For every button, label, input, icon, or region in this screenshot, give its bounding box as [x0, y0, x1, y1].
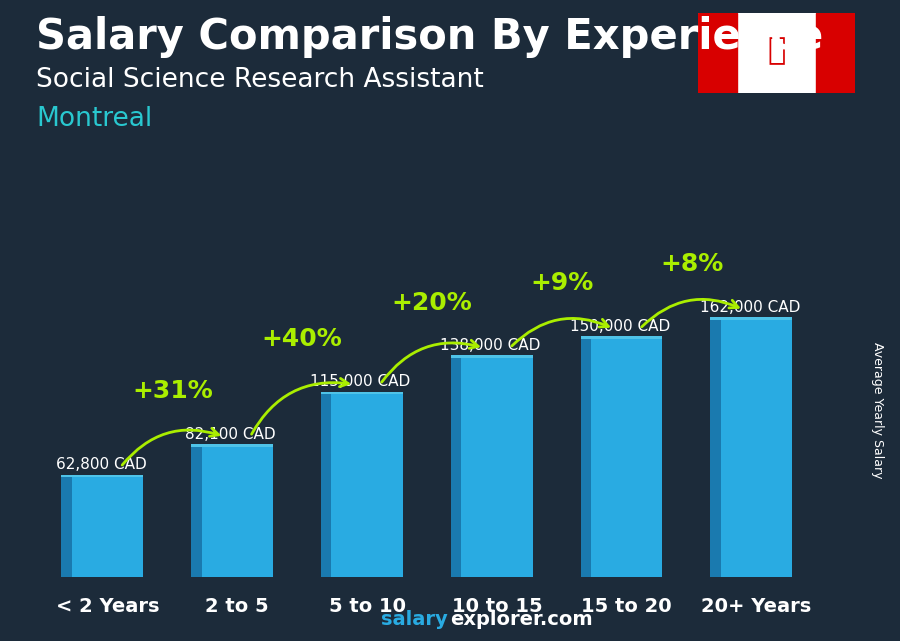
- Text: Montreal: Montreal: [36, 106, 152, 132]
- Text: 138,000 CAD: 138,000 CAD: [440, 338, 541, 353]
- Text: 115,000 CAD: 115,000 CAD: [310, 374, 410, 389]
- Text: +40%: +40%: [262, 327, 343, 351]
- Polygon shape: [451, 358, 461, 577]
- Text: +31%: +31%: [132, 379, 212, 403]
- Polygon shape: [191, 447, 202, 577]
- Bar: [580, 336, 662, 339]
- Bar: [202, 447, 273, 577]
- Text: 10 to 15: 10 to 15: [452, 597, 542, 616]
- Text: +9%: +9%: [530, 272, 593, 296]
- Text: 20+ Years: 20+ Years: [701, 597, 812, 616]
- Bar: [321, 392, 403, 394]
- Bar: [710, 317, 792, 320]
- Text: salary: salary: [381, 610, 447, 629]
- Bar: [72, 477, 143, 577]
- Text: 🍁: 🍁: [767, 37, 786, 65]
- Text: 150,000 CAD: 150,000 CAD: [570, 319, 670, 334]
- Text: < 2 Years: < 2 Years: [56, 597, 159, 616]
- Text: 82,100 CAD: 82,100 CAD: [185, 427, 276, 442]
- Polygon shape: [61, 477, 72, 577]
- Text: 5 to 10: 5 to 10: [328, 597, 406, 616]
- Text: Average Yearly Salary: Average Yearly Salary: [871, 342, 884, 478]
- Polygon shape: [710, 320, 721, 577]
- Bar: [331, 394, 403, 577]
- Text: explorer.com: explorer.com: [450, 610, 592, 629]
- Text: 62,800 CAD: 62,800 CAD: [56, 457, 147, 472]
- Text: Salary Comparison By Experience: Salary Comparison By Experience: [36, 16, 824, 58]
- Text: 2 to 5: 2 to 5: [205, 597, 269, 616]
- Polygon shape: [321, 394, 331, 577]
- Bar: [721, 320, 792, 577]
- Text: 162,000 CAD: 162,000 CAD: [700, 300, 800, 315]
- Bar: [191, 444, 273, 447]
- Bar: [451, 355, 533, 358]
- Text: Social Science Research Assistant: Social Science Research Assistant: [36, 67, 484, 94]
- Text: 15 to 20: 15 to 20: [581, 597, 672, 616]
- Bar: [698, 13, 737, 93]
- Bar: [61, 474, 143, 477]
- Bar: [591, 339, 662, 577]
- Polygon shape: [580, 339, 591, 577]
- Bar: [815, 13, 855, 93]
- Text: +8%: +8%: [660, 253, 724, 276]
- Text: +20%: +20%: [392, 290, 472, 315]
- Bar: [461, 358, 533, 577]
